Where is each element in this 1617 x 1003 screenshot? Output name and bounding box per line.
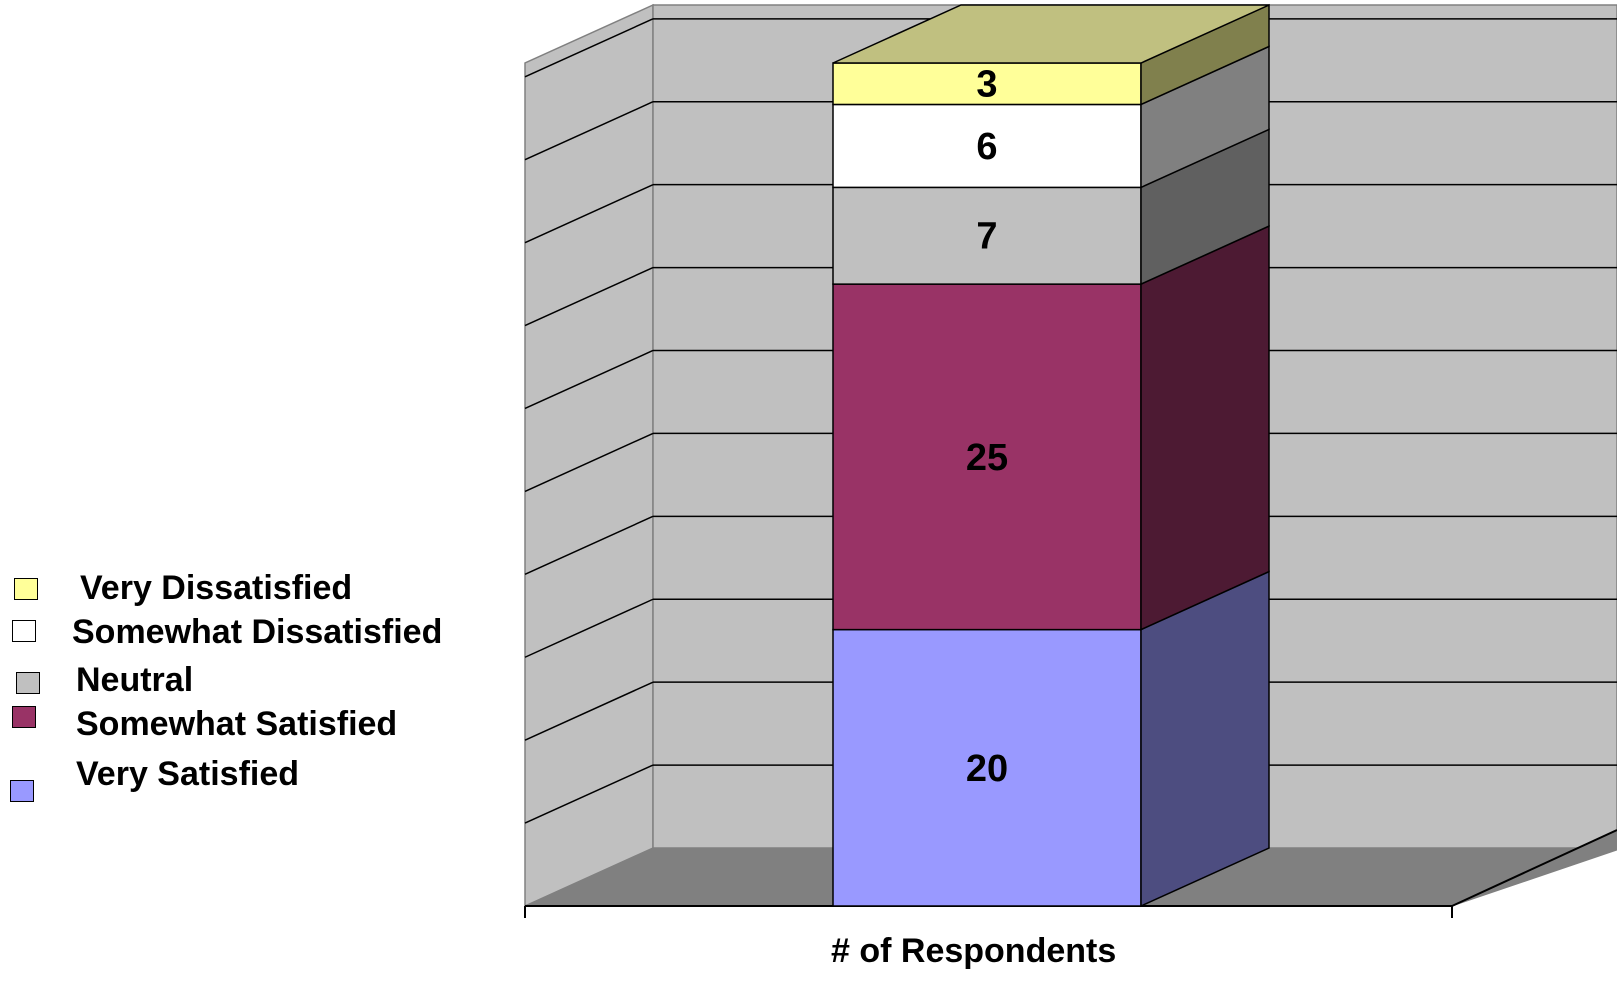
gridline-side — [524, 598, 654, 658]
bar-segment-very-dissatisfied — [832, 62, 1142, 106]
floor-edge-line — [1451, 829, 1617, 907]
gridline-side — [524, 764, 654, 824]
legend-label-neutral: Neutral — [76, 661, 194, 699]
gridline-side — [524, 349, 654, 410]
gridline-side — [524, 266, 654, 327]
legend-label-somewhat-satisfied: Somewhat Satisfied — [76, 705, 398, 743]
data-label-very-satisfied: 20 — [966, 748, 1008, 790]
bar-segment-neutral — [832, 186, 1142, 285]
chart-legend: Very Dissatisfied Somewhat Dissatisfied … — [0, 0, 520, 1003]
legend-swatch-somewhat-satisfied — [12, 706, 36, 728]
legend-swatch-somewhat-dissatisfied — [12, 620, 36, 642]
gridline-side — [524, 101, 654, 161]
legend-swatch-very-satisfied — [10, 780, 34, 802]
x-axis-label: # of Respondents — [831, 932, 1117, 970]
legend-label-very-satisfied: Very Satisfied — [76, 755, 300, 793]
data-label-somewhat-dissatisfied: 6 — [976, 126, 997, 168]
gridline-side — [524, 681, 654, 741]
bar-segment-somewhat-satisfied — [832, 283, 1142, 631]
bar-side-very-satisfied — [1140, 570, 1270, 908]
side-wall — [524, 3, 654, 908]
legend-label-very-dissatisfied: Very Dissatisfied — [80, 569, 353, 607]
data-label-somewhat-satisfied: 25 — [966, 437, 1008, 479]
data-label-very-dissatisfied: 3 — [976, 64, 997, 106]
gridline-side — [524, 515, 654, 576]
legend-label-somewhat-dissatisfied: Somewhat Dissatisfied — [72, 613, 443, 651]
legend-swatch-very-dissatisfied — [14, 578, 38, 600]
legend-swatch-neutral — [16, 672, 40, 694]
gridline-side — [524, 18, 654, 78]
gridline-side — [524, 183, 654, 244]
bar-side-somewhat-satisfied — [1140, 224, 1270, 631]
bar-segment-somewhat-dissatisfied — [832, 103, 1142, 189]
gridline-side — [524, 432, 654, 493]
data-label-neutral: 7 — [976, 216, 997, 258]
bar-top-face — [832, 4, 1270, 64]
